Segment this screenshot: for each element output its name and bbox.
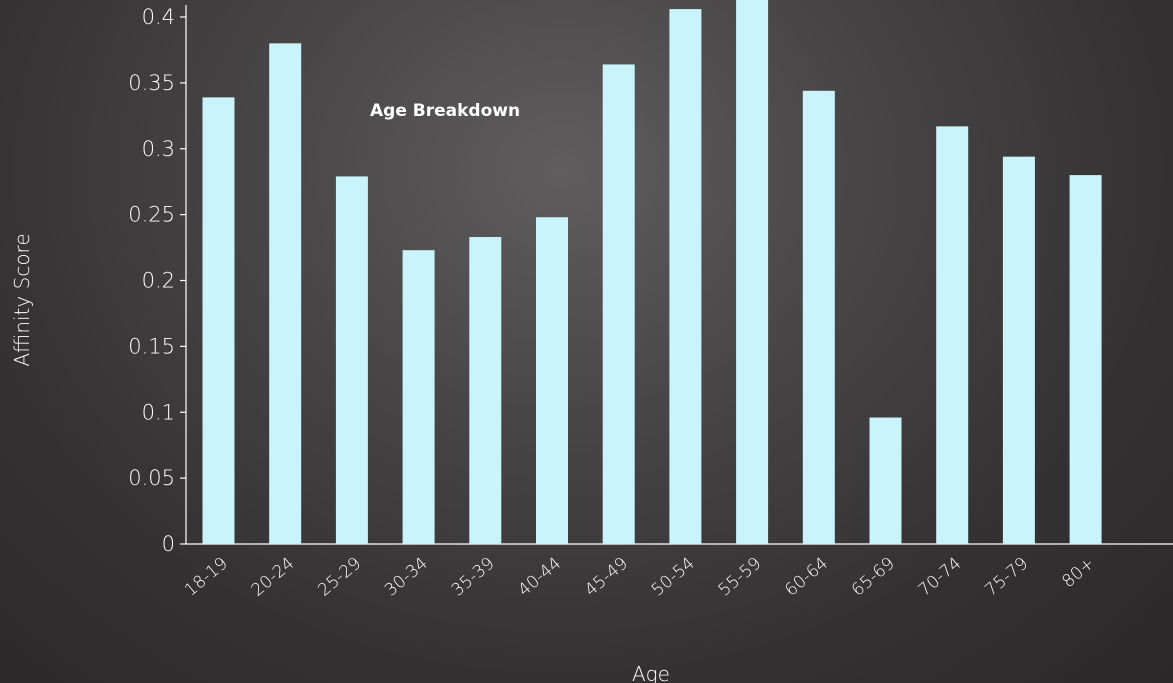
x-tick-label: 45-49	[581, 554, 632, 601]
x-tick-label: 60-64	[781, 554, 832, 601]
bar	[469, 237, 502, 544]
x-axis: 18-19 20-24 25-29 30-34 35-39 40-44 45-49 50-54…	[181, 543, 1173, 601]
x-tick-label: 30-34	[381, 554, 432, 601]
x-tick-label: 55-59	[715, 554, 766, 601]
x-axis-title: Age	[632, 662, 670, 683]
y-tick-label: 0.25	[128, 203, 175, 227]
bar	[402, 250, 435, 544]
bar	[202, 97, 235, 545]
bar	[669, 9, 702, 545]
y-tick-label: 0.15	[128, 334, 175, 358]
y-tick-label: 0.3	[142, 137, 175, 161]
y-tick-label: 0.05	[128, 466, 175, 490]
x-tick-label: 50-54	[648, 554, 699, 601]
bar	[736, 0, 769, 544]
y-tick-label: 0.4	[142, 5, 175, 29]
bar	[1069, 175, 1102, 544]
x-tick-label: 18-19	[181, 554, 232, 601]
y-tick-label: 0.35	[128, 71, 175, 95]
x-tick-label: 80+	[1058, 554, 1098, 592]
x-tick-label: 40-44	[515, 554, 566, 601]
bar	[936, 126, 969, 544]
bar	[269, 43, 302, 544]
y-tick-label: 0.2	[142, 269, 175, 293]
chart-title: Age Breakdown	[370, 101, 520, 121]
y-tick-label: 0	[162, 532, 175, 556]
x-tick-label: 25-29	[314, 554, 365, 601]
bar	[869, 417, 902, 544]
bar	[1002, 156, 1035, 544]
x-tick-label: 75-79	[981, 554, 1032, 601]
bar	[802, 90, 835, 544]
bar	[536, 217, 568, 544]
bar	[602, 64, 635, 545]
x-tick-label: 20-24	[248, 554, 299, 601]
x-tick-label: 65-69	[848, 554, 899, 601]
y-axis-title: Affinity Score	[10, 233, 34, 366]
bar	[335, 176, 368, 545]
y-tick-label: 0.1	[142, 400, 175, 424]
bars	[202, 0, 1102, 545]
x-tick-label: 70-74	[915, 554, 966, 601]
x-tick-label: 35-39	[448, 554, 499, 601]
y-axis: 0 0.05 0.1 0.15 0.2 0.25 0.3 0.35 0.4	[128, 5, 187, 556]
